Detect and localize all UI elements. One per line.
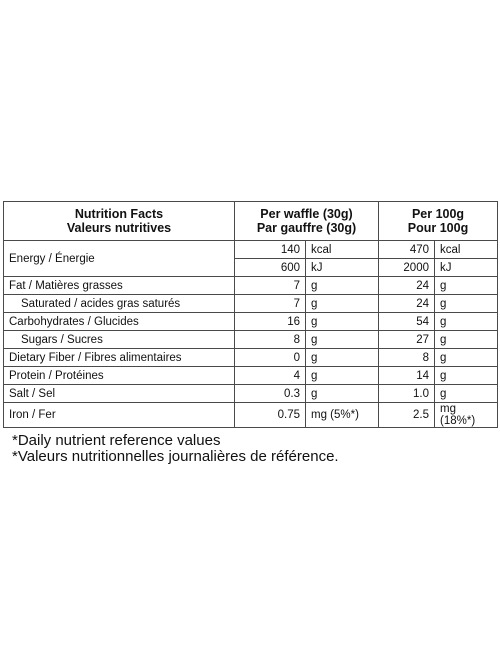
header-line: Par gauffre (30g) [256, 221, 357, 235]
per-waffle-unit: g [305, 294, 379, 313]
row-label: Iron / Fer [3, 402, 235, 428]
per-waffle-unit: mg (5%*) [305, 402, 379, 428]
per-waffle-value: 7 [234, 276, 306, 295]
footnotes: *Daily nutrient reference values *Valeur… [12, 433, 339, 465]
per-100g-unit: g [434, 276, 498, 295]
header-row: Nutrition Facts Valeurs nutritives Per wa… [3, 201, 498, 241]
per-100g-value: 2000 [378, 258, 435, 277]
table-row: Fat / Matières grasses 7 g 24 g [3, 276, 498, 295]
row-label: Salt / Sel [3, 384, 235, 403]
table-row: Iron / Fer 0.75 mg (5%*) 2.5 mg (18%*) [3, 402, 498, 428]
table-row: Sugars / Sucres 8 g 27 g [3, 330, 498, 349]
header-per-waffle: Per waffle (30g) Par gauffre (30g) [234, 201, 379, 241]
per-100g-unit: g [434, 366, 498, 385]
table-row: Energy / Énergie 140 kcal 470 kcal [3, 240, 498, 277]
per-waffle-unit: g [305, 348, 379, 367]
per-waffle-unit: g [305, 384, 379, 403]
per-100g-value: 54 [378, 312, 435, 331]
footnote: *Valeurs nutritionnelles journalières de… [12, 448, 339, 465]
per-waffle-value: 4 [234, 366, 306, 385]
per-100g-unit: g [434, 312, 498, 331]
header-line: Pour 100g [407, 221, 469, 235]
per-waffle-value: 0.75 [234, 402, 306, 428]
per-waffle-unit: g [305, 330, 379, 349]
header-line: Nutrition Facts [74, 207, 164, 221]
row-label: Saturated / acides gras saturés [3, 294, 235, 313]
per-100g-value: 1.0 [378, 384, 435, 403]
per-100g-unit: mg (18%*) [434, 402, 498, 428]
per-100g-value: 14 [378, 366, 435, 385]
per-100g-unit: kJ [434, 258, 498, 277]
table-row: Saturated / acides gras saturés 7 g 24 g [3, 294, 498, 313]
footnote: *Daily nutrient reference values [12, 432, 221, 449]
per-100g-value: 470 [378, 240, 435, 259]
per-100g-unit: g [434, 384, 498, 403]
table-row: Salt / Sel 0.3 g 1.0 g [3, 384, 498, 403]
nutrition-table: Nutrition Facts Valeurs nutritives Per wa… [3, 201, 498, 428]
per-waffle-unit: g [305, 312, 379, 331]
table-row: Protein / Protéines 4 g 14 g [3, 366, 498, 385]
row-label: Fat / Matières grasses [3, 276, 235, 295]
table-row: Carbohydrates / Glucides 16 g 54 g [3, 312, 498, 331]
row-label: Dietary Fiber / Fibres alimentaires [3, 348, 235, 367]
per-waffle-unit: kJ [305, 258, 379, 277]
row-label: Protein / Protéines [3, 366, 235, 385]
per-waffle-value: 140 [234, 240, 306, 259]
per-waffle-value: 0 [234, 348, 306, 367]
per-100g-value: 24 [378, 276, 435, 295]
per-100g-unit: g [434, 330, 498, 349]
per-waffle-value: 16 [234, 312, 306, 331]
per-100g-unit: kcal [434, 240, 498, 259]
table-row: Dietary Fiber / Fibres alimentaires 0 g 8 g [3, 348, 498, 367]
per-100g-unit: g [434, 348, 498, 367]
table-body: Energy / Énergie 140 kcal 470 kcal 600 kJ 2000 k… [3, 240, 498, 428]
per-100g-value: 27 [378, 330, 435, 349]
row-label: Energy / Énergie [3, 240, 235, 277]
header-line: Per waffle (30g) [260, 207, 353, 221]
per-waffle-value: 600 [234, 258, 306, 277]
per-waffle-unit: g [305, 276, 379, 295]
per-100g-unit: g [434, 294, 498, 313]
header-line: Per 100g [411, 207, 465, 221]
per-waffle-value: 7 [234, 294, 306, 313]
row-label: Sugars / Sucres [3, 330, 235, 349]
header-label: Nutrition Facts Valeurs nutritives [3, 201, 235, 241]
per-waffle-value: 8 [234, 330, 306, 349]
header-line: Valeurs nutritives [66, 221, 172, 235]
per-100g-value: 8 [378, 348, 435, 367]
row-label: Carbohydrates / Glucides [3, 312, 235, 331]
per-waffle-value: 0.3 [234, 384, 306, 403]
per-waffle-unit: g [305, 366, 379, 385]
per-waffle-unit: kcal [305, 240, 379, 259]
per-100g-value: 24 [378, 294, 435, 313]
per-100g-value: 2.5 [378, 402, 435, 428]
header-per-100g: Per 100g Pour 100g [378, 201, 498, 241]
